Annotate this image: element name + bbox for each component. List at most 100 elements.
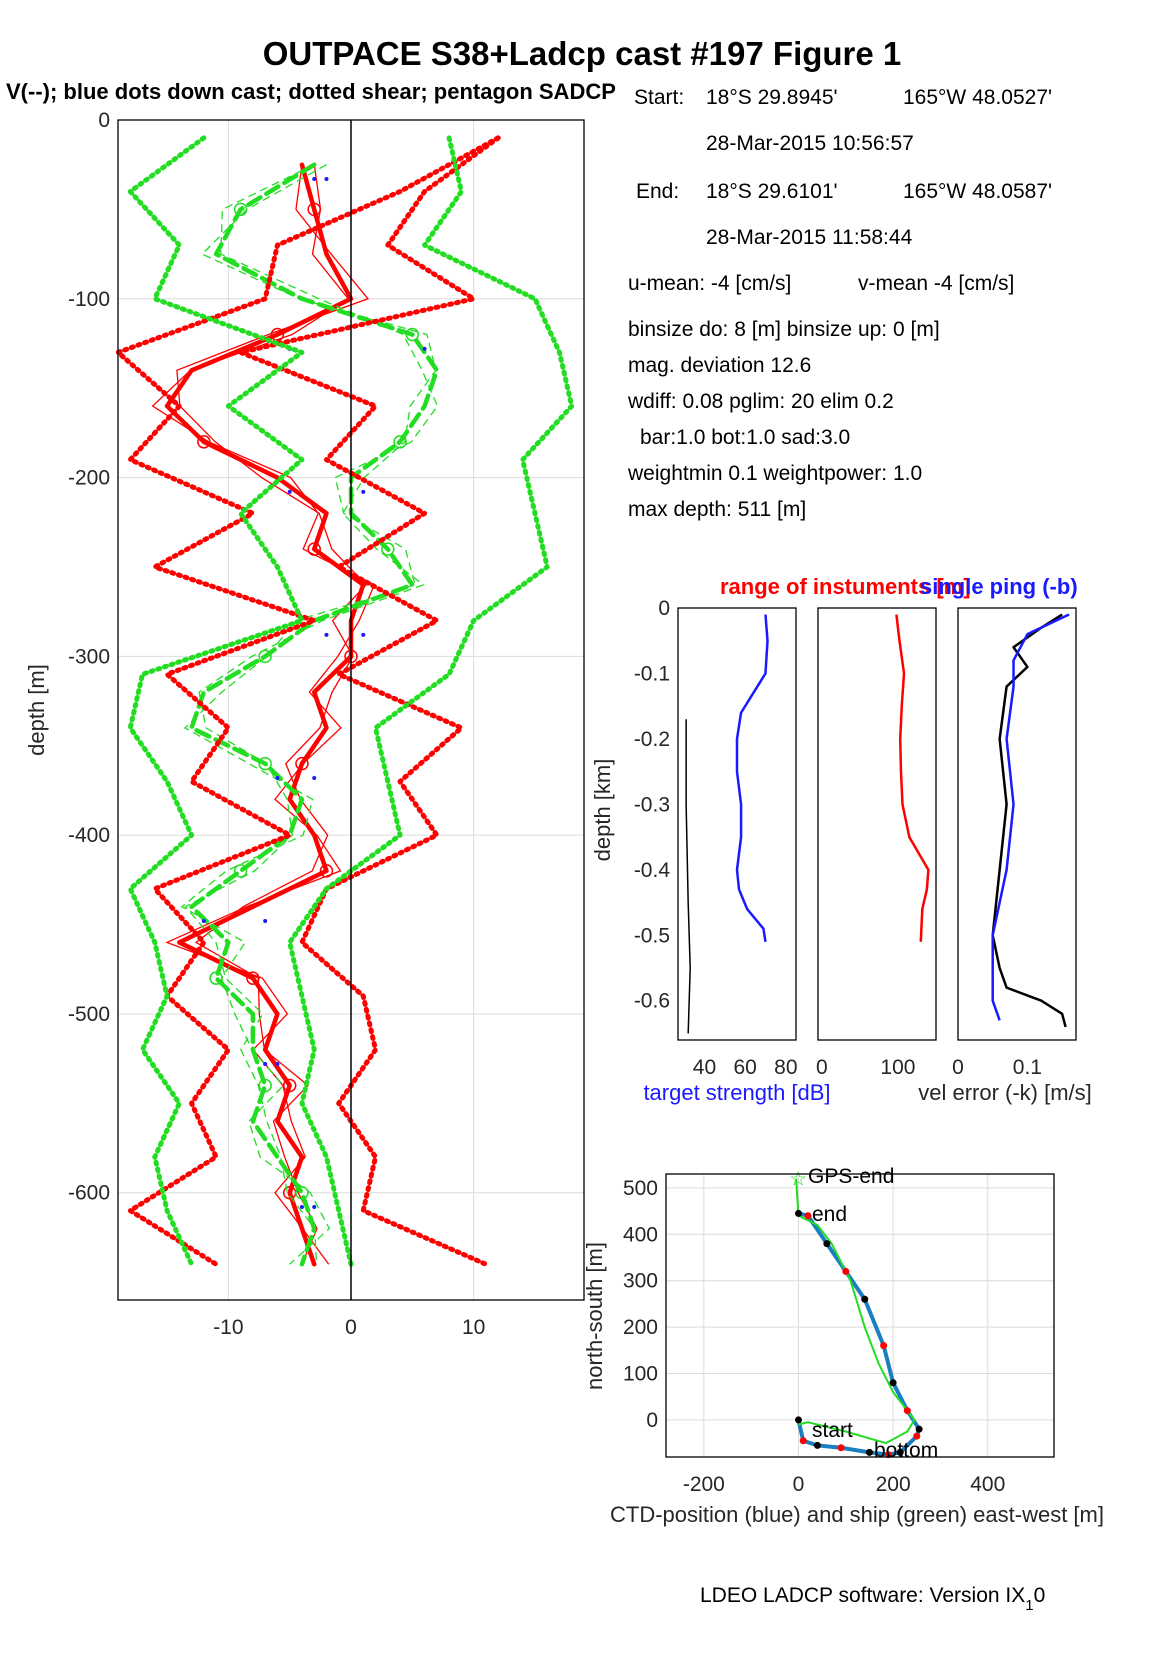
- figure-canvas: OUTPACE S38+Ladcp cast #197 Figure 1 V(-…: [0, 0, 1165, 1679]
- track-marker: [880, 1342, 887, 1349]
- footer-text: LDEO LADCP software: Version IX: [700, 1584, 1025, 1607]
- downcast-dot: [312, 776, 316, 780]
- bottom-annotation: bottom: [874, 1439, 938, 1462]
- ctd-position-panel: ☆ -200 0 200 4000100200300400500 north-sout…: [582, 1165, 1104, 1527]
- depth-km-label: depth [km]: [590, 759, 615, 862]
- max-depth: max depth: 511 [m]: [628, 498, 806, 521]
- end-time: 28-Mar-2015 11:58:44: [706, 226, 913, 249]
- v-mean: v-mean -4 [cm/s]: [858, 272, 1014, 295]
- track-marker: [904, 1407, 911, 1414]
- target-strength-panel: 40 60 80 0 -0.1 -0.2 -0.3 -0.4 -0.5 -0.6 depth [k…: [590, 597, 831, 1105]
- series-line-range: [896, 615, 928, 942]
- end-annotation: end: [812, 1203, 847, 1226]
- y-tick-label: -0.3: [634, 793, 670, 816]
- x-tick-label: 0: [952, 1056, 964, 1079]
- velocity-profile-panel: -10 0 100-100-200-300-400-500-600 depth [m…: [24, 109, 584, 1339]
- track-marker: [842, 1268, 849, 1275]
- track-marker: [800, 1437, 807, 1444]
- track-marker: [823, 1240, 830, 1247]
- y-tick-label: -500: [68, 1003, 110, 1026]
- y-tick-label: -0.5: [634, 924, 670, 947]
- y-tick-label: 200: [623, 1316, 658, 1339]
- end-lon: 165°W 48.0587': [903, 180, 1052, 203]
- x-tick-label: 10: [462, 1316, 485, 1339]
- vel-error-label: vel error (-k) [m/s]: [918, 1080, 1092, 1105]
- track-marker: [838, 1444, 845, 1451]
- downcast-dot: [300, 1205, 304, 1209]
- vel-error-panel: 0 0.1 single ping (-b) vel error (-k) [m/…: [918, 574, 1092, 1105]
- start-lat: 18°S 29.8945': [706, 86, 838, 109]
- track-marker: [890, 1379, 897, 1386]
- downcast-dot: [361, 490, 365, 494]
- range-axes-box: [818, 608, 936, 1040]
- series-line-target-strength: [737, 615, 768, 942]
- track-marker: [814, 1442, 821, 1449]
- downcast-dot: [288, 490, 292, 494]
- y-tick-label: -600: [68, 1182, 110, 1205]
- y-tick-label: -0.4: [634, 859, 671, 882]
- y-tick-label: -0.6: [634, 990, 670, 1013]
- y-tick-label: 0: [98, 109, 110, 132]
- downcast-dot: [312, 1205, 316, 1209]
- downcast-dot: [275, 1062, 279, 1066]
- x-tick-label: -10: [213, 1316, 243, 1339]
- downcast-dot: [324, 633, 328, 637]
- mag-deviation: mag. deviation 12.6: [628, 354, 811, 377]
- x-tick-label: -200: [683, 1473, 725, 1496]
- y-tick-label: -0.1: [634, 662, 670, 685]
- downcast-dot: [202, 919, 206, 923]
- y-tick-label: -300: [68, 645, 110, 668]
- gps-end-annotation: GPS-end: [808, 1165, 894, 1188]
- y-tick-label: 300: [623, 1270, 658, 1293]
- y-tick-label: -0.2: [634, 728, 670, 751]
- track-marker: [804, 1212, 811, 1219]
- y-tick-label: 100: [623, 1362, 658, 1385]
- east-west-label: CTD-position (blue) and ship (green) eas…: [610, 1502, 1104, 1527]
- start-label: Start:: [634, 86, 684, 109]
- downcast-dot: [423, 347, 427, 351]
- track-marker: [861, 1296, 868, 1303]
- velocity-ylabel: depth [m]: [24, 664, 49, 756]
- bar-bot-sad: bar:1.0 bot:1.0 sad:3.0: [640, 426, 850, 449]
- gps-end-marker: ☆: [789, 1169, 807, 1191]
- start-lon: 165°W 48.0527': [903, 86, 1052, 109]
- footer-tail: 0: [1034, 1584, 1046, 1607]
- weight: weightmin 0.1 weightpower: 1.0: [627, 462, 922, 485]
- downcast-dot: [324, 177, 328, 181]
- cast-info: Start: 18°S 29.8945' 165°W 48.0527' 28-M…: [627, 86, 1052, 521]
- x-tick-label: 0: [793, 1473, 805, 1496]
- track-marker: [795, 1210, 802, 1217]
- series-line-range: [686, 719, 690, 1033]
- y-tick-label: -100: [68, 288, 110, 311]
- target-strength-axes-box: [678, 608, 796, 1040]
- y-tick-label: 500: [623, 1177, 658, 1200]
- north-south-label: north-south [m]: [582, 1242, 607, 1390]
- single-ping-title: single ping (-b): [920, 574, 1078, 599]
- x-tick-label: 40: [693, 1056, 716, 1079]
- end-label: End:: [636, 180, 679, 203]
- figure-title: OUTPACE S38+Ladcp cast #197 Figure 1: [263, 35, 902, 72]
- x-tick-label: 80: [774, 1056, 797, 1079]
- software-footer: LDEO LADCP software: Version IX10: [700, 1584, 1045, 1614]
- downcast-dot: [263, 919, 267, 923]
- y-tick-label: 0: [646, 1409, 658, 1432]
- start-time: 28-Mar-2015 10:56:57: [706, 132, 914, 155]
- y-tick-label: -400: [68, 824, 110, 847]
- track-marker: [866, 1449, 873, 1456]
- x-tick-label: 400: [970, 1473, 1005, 1496]
- track-marker: [795, 1416, 802, 1423]
- end-lat: 18°S 29.6101': [706, 180, 838, 203]
- target-strength-label: target strength [dB]: [643, 1080, 830, 1105]
- y-tick-label: -200: [68, 467, 110, 490]
- downcast-dot: [275, 776, 279, 780]
- range-panel: 0 100 range of instuments [m]: [720, 574, 971, 1079]
- series-line-vel-error-k-: [993, 615, 1066, 1027]
- x-tick-label: 0: [345, 1316, 357, 1339]
- y-tick-label: 0: [658, 597, 670, 620]
- wdiff: wdiff: 0.08 pglim: 20 elim 0.2: [627, 390, 894, 413]
- start-annotation: start: [812, 1419, 853, 1442]
- downcast-dot: [312, 177, 316, 181]
- figure-subtitle: V(--); blue dots down cast; dotted shear…: [6, 79, 616, 104]
- x-tick-label: 60: [733, 1056, 756, 1079]
- vel-error-axes-box: [958, 608, 1076, 1040]
